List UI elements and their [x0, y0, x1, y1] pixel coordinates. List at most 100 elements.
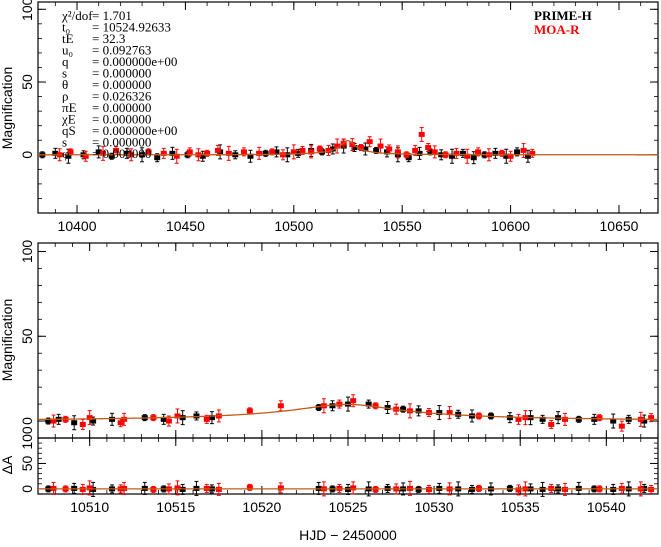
top-point-prime-h: [247, 149, 254, 163]
mid-point-moa-r: [277, 400, 284, 412]
top-point-moa-r: [204, 149, 211, 157]
param-value: = 0.000000: [92, 112, 151, 127]
res-x-tick-label: 10510: [70, 499, 109, 515]
res-y-tick-label: 0: [19, 485, 35, 493]
mid-point-prime-h: [365, 399, 372, 409]
param-name: χ²/dof: [61, 8, 93, 23]
param-value: = 0.000000: [92, 146, 151, 161]
middle-y-axis-title: Magnification: [0, 299, 15, 382]
top-y-axis-title: Magnification: [0, 67, 15, 150]
top-x-tick-label: 10600: [491, 218, 530, 234]
mid-point-prime-h: [400, 405, 407, 413]
param-name: s: [62, 135, 67, 150]
mid-point-moa-r: [79, 418, 86, 430]
mid-point-moa-r: [174, 408, 181, 424]
mid-point-prime-h: [641, 414, 648, 428]
res-point-moa-r: [515, 484, 522, 496]
top-point-moa-r: [308, 145, 315, 159]
top-point-moa-r: [403, 151, 410, 159]
top-point-moa-r: [418, 126, 425, 142]
top-x-tick-label: 10550: [383, 218, 422, 234]
res-x-tick-label: 10540: [587, 499, 626, 515]
res-x-tick-label: 10515: [156, 499, 195, 515]
top-point-moa-r: [316, 145, 323, 153]
res-point-moa-r: [350, 481, 357, 495]
top-point-moa-r: [431, 145, 438, 159]
top-x-ticks: 10400 10450 10500 10550 10600 10650: [54, 2, 642, 234]
top-point-prime-h: [449, 148, 456, 164]
top-point-prime-h: [95, 145, 102, 159]
res-y-tick-label: 50: [19, 455, 35, 471]
param-value: = 0.000000: [92, 77, 151, 92]
mid-point-prime-h: [160, 413, 167, 425]
param-value: = 0.092763: [92, 43, 151, 58]
top-point-prime-h: [52, 147, 59, 159]
res-x-tick-label: 10520: [242, 499, 281, 515]
top-point-prime-h: [470, 151, 477, 165]
mid-point-prime-h: [384, 400, 391, 414]
top-point-prime-h: [273, 146, 280, 158]
top-panel: 0 50 100 10400 10450 10500 10550 10600 10650 Ma…: [0, 0, 659, 234]
param-name: ρ: [62, 89, 69, 104]
mid-point-moa-r: [548, 419, 555, 429]
top-point-prime-h: [503, 148, 510, 164]
param-name: qS: [62, 123, 76, 138]
param-name: θ: [62, 77, 68, 92]
top-point-prime-h: [169, 146, 176, 160]
top-point-moa-r: [173, 148, 180, 164]
param-name: φ: [62, 146, 70, 161]
param-name: q: [62, 54, 69, 69]
mid-point-moa-r: [596, 414, 603, 422]
top-x-tick-label: 10500: [274, 218, 313, 234]
mid-point-moa-r: [562, 412, 568, 426]
param-value: = 0.000000e+00: [92, 54, 177, 69]
top-point-prime-h: [262, 149, 269, 157]
legend: PRIME-H MOA-R: [534, 8, 592, 37]
mid-point-prime-h: [71, 415, 78, 431]
top-point-moa-r: [394, 145, 401, 159]
mid-y-tick-label: 50: [19, 328, 35, 344]
mid-point-moa-r: [86, 410, 93, 426]
middle-x-ticks: [37, 243, 659, 438]
top-point-moa-r: [529, 148, 536, 158]
top-y-ticks: 0 50 100: [19, 0, 658, 214]
mid-point-moa-r: [618, 420, 625, 432]
param-name: χE: [61, 112, 76, 127]
top-point-moa-r: [160, 147, 167, 159]
top-model-curve: [38, 139, 658, 156]
top-point-moa-r: [464, 148, 471, 164]
top-point-prime-h: [416, 146, 423, 160]
top-point-moa-r: [82, 150, 89, 162]
top-point-moa-r: [507, 150, 514, 162]
res-x-tick-label: 10530: [415, 499, 454, 515]
mid-y-tick-label: 100: [19, 240, 35, 264]
param-value: = 0.000000: [92, 135, 151, 150]
mid-point-moa-r: [515, 413, 522, 425]
top-point-prime-h: [492, 147, 499, 159]
mid-point-prime-h: [208, 411, 215, 425]
mid-point-moa-r: [372, 402, 379, 410]
param-name: πE: [62, 100, 77, 115]
param-value: = 0.000000e+00: [92, 123, 177, 138]
middle-model-curve: [37, 403, 659, 421]
mid-point-moa-r: [446, 406, 453, 420]
top-y-tick-label: 100: [19, 0, 35, 21]
top-point-prime-h: [199, 150, 206, 162]
mid-point-prime-h: [315, 403, 322, 411]
top-point-moa-r: [225, 145, 232, 161]
top-point-moa-r: [290, 144, 297, 160]
param-name: tE: [62, 31, 74, 46]
top-point-prime-h: [362, 142, 369, 156]
res-y-tick-label: 100: [19, 426, 35, 450]
mid-point-prime-h: [329, 400, 336, 412]
top-point-moa-r: [100, 145, 107, 161]
legend-moa-r: MOA-R: [534, 22, 580, 37]
mid-point-moa-r: [121, 412, 128, 426]
top-point-moa-r: [256, 146, 263, 160]
top-point-moa-r: [498, 149, 505, 157]
param-value: = 0.000000: [92, 66, 151, 81]
mid-point-prime-h: [610, 413, 617, 429]
mid-y-tick-label: 0: [19, 417, 35, 425]
